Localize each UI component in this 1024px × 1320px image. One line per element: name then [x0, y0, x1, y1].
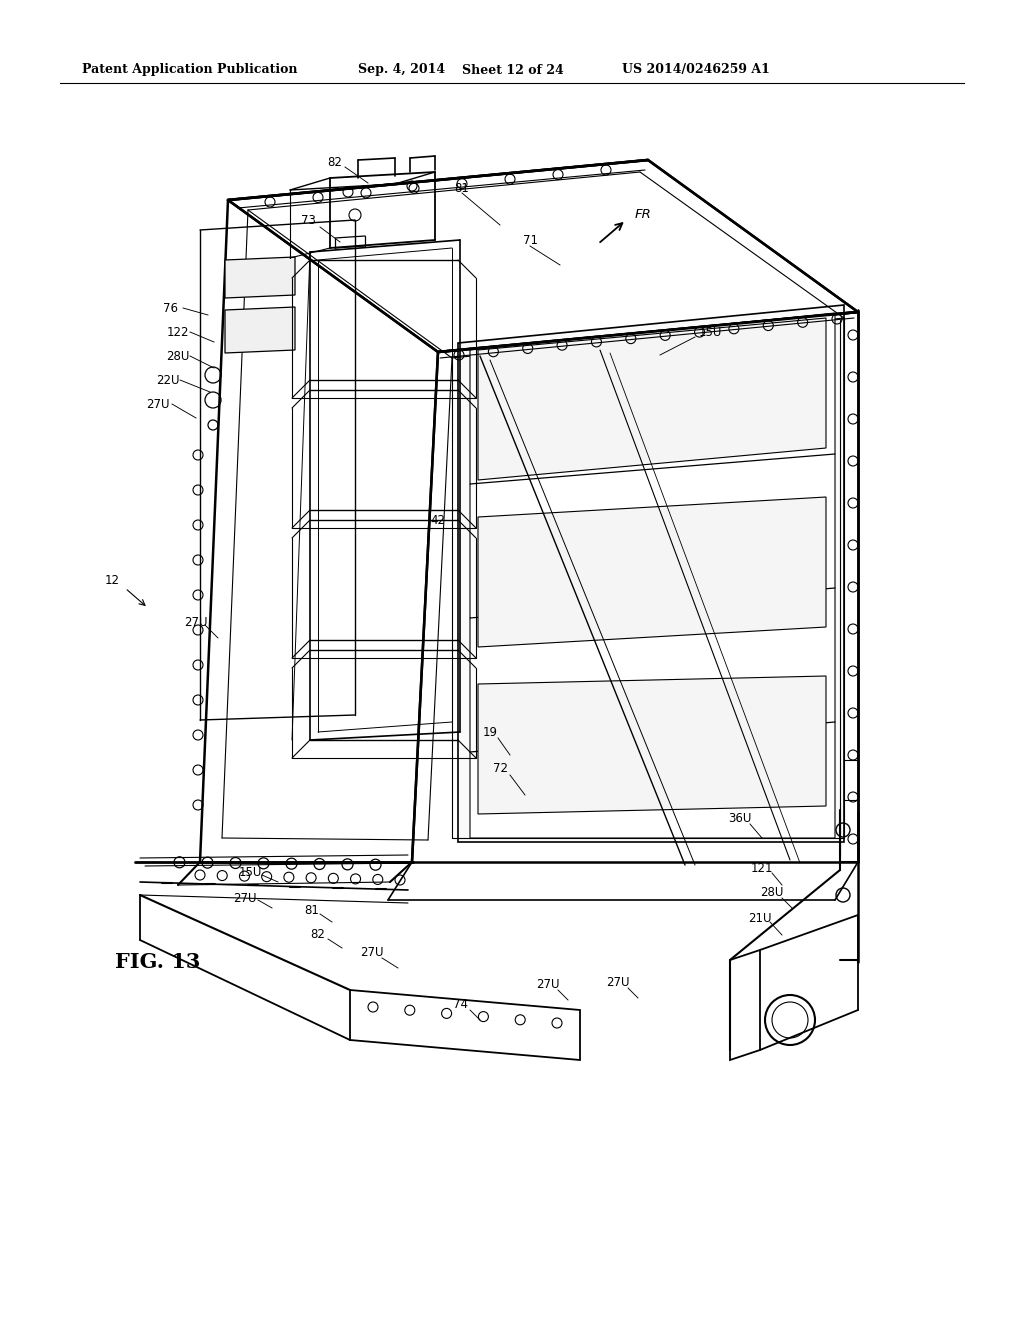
Text: 27U: 27U — [146, 397, 170, 411]
Text: 27U: 27U — [184, 615, 208, 628]
Text: 22U: 22U — [157, 374, 180, 387]
Text: 28U: 28U — [166, 350, 189, 363]
Text: 21U: 21U — [749, 912, 772, 924]
Text: 15U: 15U — [239, 866, 262, 879]
Text: FR: FR — [635, 209, 652, 222]
Text: 19: 19 — [482, 726, 498, 738]
Text: 121: 121 — [751, 862, 773, 874]
Text: 74: 74 — [453, 998, 468, 1011]
Text: 122: 122 — [167, 326, 189, 338]
Text: 27U: 27U — [360, 945, 384, 958]
Text: FIG. 13: FIG. 13 — [116, 952, 201, 972]
Text: 71: 71 — [522, 234, 538, 247]
Text: 36U: 36U — [728, 812, 752, 825]
Text: 76: 76 — [163, 301, 177, 314]
Text: 82: 82 — [310, 928, 326, 941]
Text: 15U: 15U — [698, 326, 722, 338]
Polygon shape — [470, 313, 835, 838]
Text: 28U: 28U — [760, 887, 783, 899]
Polygon shape — [225, 257, 295, 298]
Polygon shape — [225, 308, 295, 352]
Text: Sep. 4, 2014: Sep. 4, 2014 — [358, 63, 445, 77]
Text: 82: 82 — [328, 156, 342, 169]
Text: 73: 73 — [301, 214, 315, 227]
Polygon shape — [458, 305, 844, 842]
Text: 27U: 27U — [606, 975, 630, 989]
Polygon shape — [478, 676, 826, 814]
Text: 27U: 27U — [537, 978, 560, 991]
Text: 81: 81 — [455, 181, 469, 194]
Text: 42: 42 — [430, 513, 445, 527]
Text: US 2014/0246259 A1: US 2014/0246259 A1 — [622, 63, 770, 77]
Text: 81: 81 — [304, 903, 319, 916]
Text: Patent Application Publication: Patent Application Publication — [82, 63, 298, 77]
Text: 27U: 27U — [233, 891, 257, 904]
Polygon shape — [478, 498, 826, 647]
Polygon shape — [228, 160, 858, 352]
Text: Sheet 12 of 24: Sheet 12 of 24 — [462, 63, 564, 77]
Text: 12: 12 — [104, 573, 120, 586]
Text: 72: 72 — [493, 762, 508, 775]
Polygon shape — [478, 318, 826, 480]
